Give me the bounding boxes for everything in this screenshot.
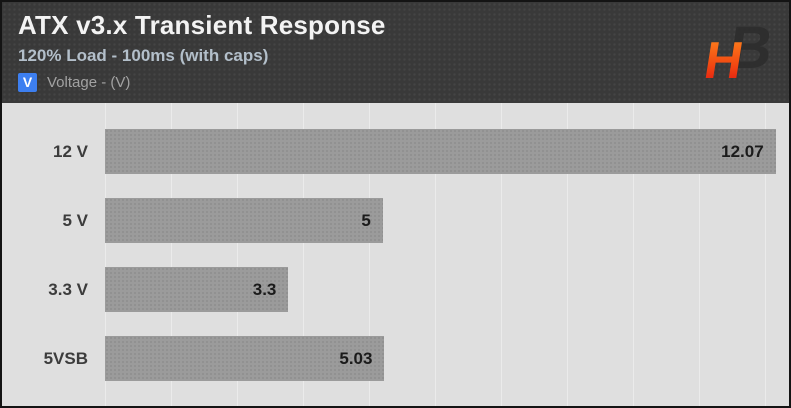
bar-track: 5 <box>105 198 789 243</box>
chart-row: 12 V 12.07 <box>2 129 789 174</box>
chart-plot-area: 12 V 12.07 5 V 5 3.3 V 3.3 5VSB 5.03 <box>2 103 789 406</box>
chart-header: ATX v3.x Transient Response 120% Load - … <box>2 2 789 103</box>
chart-title: ATX v3.x Transient Response <box>18 10 386 40</box>
chart-row: 3.3 V 3.3 <box>2 267 789 312</box>
bar-track: 3.3 <box>105 267 789 312</box>
bar-value-label: 12.07 <box>721 141 764 161</box>
category-label: 5VSB <box>43 348 88 368</box>
chart-subtitle: 120% Load - 100ms (with caps) <box>18 45 269 65</box>
legend-label: Voltage - (V) <box>47 73 131 91</box>
bar-value-label: 5.03 <box>339 348 373 368</box>
hardware-busters-logo-icon: B H <box>705 13 771 88</box>
legend-swatch-icon: V <box>18 72 37 92</box>
bar-track: 12.07 <box>105 129 789 174</box>
bar: 5.03 <box>105 336 385 381</box>
category-label: 12 V <box>53 141 88 161</box>
bar: 5 <box>105 198 383 243</box>
chart-rows: 12 V 12.07 5 V 5 3.3 V 3.3 5VSB 5.03 <box>2 103 789 406</box>
bar-track: 5.03 <box>105 336 789 381</box>
chart-legend: V Voltage - (V) <box>18 72 773 92</box>
category-label: 3.3 V <box>48 279 88 299</box>
bar-value-label: 5 <box>361 210 371 230</box>
chart-row: 5VSB 5.03 <box>2 336 789 381</box>
bar-value-label: 3.3 <box>252 279 277 299</box>
chart-row: 5 V 5 <box>2 198 789 243</box>
category-label: 5 V <box>62 210 88 230</box>
bar: 3.3 <box>105 267 289 312</box>
bar: 12.07 <box>105 129 776 174</box>
